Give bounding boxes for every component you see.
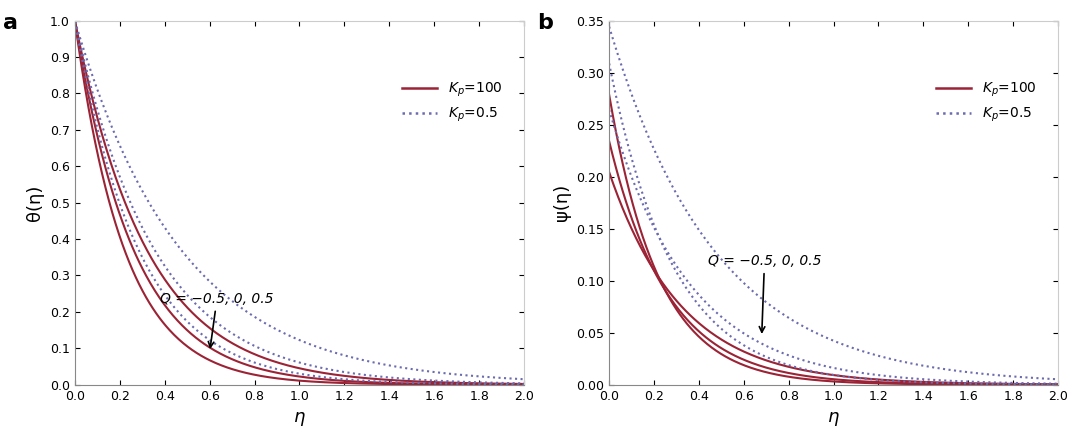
X-axis label: η: η — [828, 408, 840, 426]
Text: b: b — [537, 13, 553, 33]
Text: Q = −0.5, 0, 0.5: Q = −0.5, 0, 0.5 — [160, 292, 274, 347]
Legend: $K_p$=100, $K_p$=0.5: $K_p$=100, $K_p$=0.5 — [931, 75, 1042, 130]
Legend: $K_p$=100, $K_p$=0.5: $K_p$=100, $K_p$=0.5 — [396, 75, 509, 130]
Text: Q = −0.5, 0, 0.5: Q = −0.5, 0, 0.5 — [708, 254, 821, 332]
Text: a: a — [3, 13, 18, 33]
Y-axis label: θ(η): θ(η) — [26, 184, 44, 221]
X-axis label: η: η — [294, 408, 305, 426]
Y-axis label: ψ(η): ψ(η) — [553, 184, 570, 221]
